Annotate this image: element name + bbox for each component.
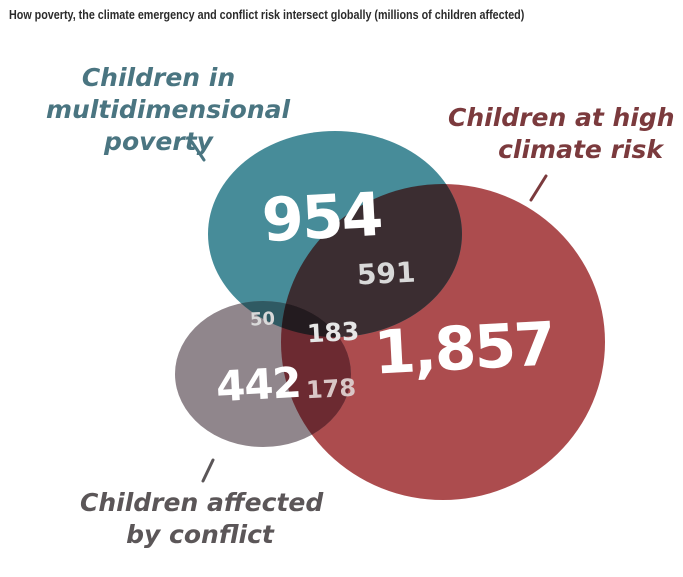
poverty-climate-overlap: [281, 184, 462, 337]
poverty-climate-value: 591: [356, 255, 417, 292]
poverty-conflict-value: 50: [249, 308, 276, 331]
conflict-label-line: Children affected: [80, 488, 324, 517]
climate-conflict-value: 178: [305, 373, 357, 405]
poverty-label: Children in multidimensional poverty: [46, 62, 291, 158]
climate-label: Children at high climate risk: [448, 102, 675, 166]
conflict-only-value: 442: [214, 357, 302, 412]
climate-label-line: Children at high: [448, 103, 675, 132]
climate-label-line: climate risk: [498, 135, 663, 164]
conflict-label: Children affected by conflict: [80, 487, 324, 551]
climate-conflict-overlap: [281, 301, 351, 447]
poverty-label-line: Children in: [81, 63, 236, 92]
poverty-pointer: [190, 140, 206, 162]
poverty-label-line: multidimensional: [46, 95, 291, 124]
climate-only-value: 1,857: [372, 309, 556, 389]
poverty-only-value: 954: [260, 179, 384, 257]
climate-pointer: [529, 174, 548, 202]
poverty-label-line: poverty: [104, 127, 213, 156]
chart-title: How poverty, the climate emergency and c…: [9, 8, 525, 22]
conflict-pointer: [201, 458, 215, 483]
all-three-value: 183: [306, 316, 360, 349]
conflict-label-line: by conflict: [126, 520, 274, 549]
